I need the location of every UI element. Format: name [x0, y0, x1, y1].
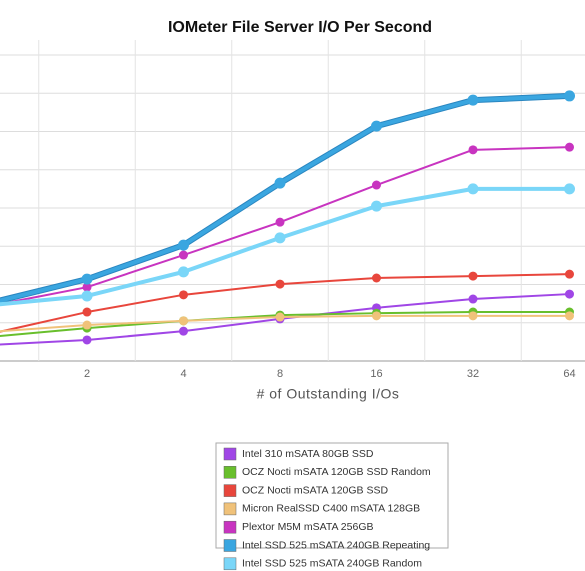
point: [565, 269, 574, 279]
legend-box: [215, 442, 449, 549]
x-tick-label: 2: [84, 368, 90, 380]
point: [564, 90, 575, 102]
point: [372, 273, 381, 283]
x-tick-label: 16: [370, 368, 382, 380]
point: [178, 266, 189, 278]
point: [179, 316, 188, 326]
point: [371, 120, 382, 132]
point: [179, 326, 188, 336]
x-tick-label: 32: [467, 368, 479, 380]
point: [371, 200, 382, 212]
point: [467, 94, 479, 106]
point: [178, 239, 189, 251]
x-axis-title: # of Outstanding I/Os: [257, 386, 400, 402]
point: [179, 250, 188, 260]
legend-label: Intel SSD 525 mSATA 240GB Repeating: [242, 539, 430, 551]
point: [275, 279, 285, 289]
point: [467, 183, 479, 195]
legend-swatch: [223, 539, 237, 552]
point: [468, 271, 478, 281]
point: [82, 282, 92, 292]
point: [565, 311, 574, 321]
chart-title: IOMeter File Server I/O Per Second: [168, 19, 432, 36]
point: [564, 183, 575, 195]
point: [275, 312, 285, 322]
point: [468, 294, 478, 304]
series-line: [0, 93, 570, 303]
legend-swatch: [223, 447, 237, 461]
legend-label: Plextor M5M mSATA 256GB: [242, 521, 374, 533]
point: [82, 335, 92, 345]
x-tick-label: 64: [563, 368, 575, 380]
legend-label: OCZ Nocti mSATA 120GB SSD Random: [242, 466, 431, 478]
legend-label: OCZ Nocti mSATA 120GB SSD: [242, 484, 388, 496]
point: [565, 289, 574, 299]
point: [468, 311, 478, 321]
legend-label: Micron RealSSD C400 mSATA 128GB: [242, 503, 420, 515]
series-line-outline: [0, 92, 570, 304]
legend-label: Intel 310 mSATA 80GB SSD: [242, 448, 374, 460]
point: [274, 177, 286, 189]
point: [275, 217, 285, 227]
point: [274, 232, 286, 244]
x-tick-label: 4: [180, 368, 186, 380]
x-tick-label: 8: [277, 368, 283, 380]
point: [82, 320, 92, 330]
point: [565, 142, 574, 152]
point: [81, 273, 93, 285]
point: [372, 311, 381, 321]
point: [179, 290, 188, 300]
point: [81, 290, 93, 302]
legend-swatch: [223, 520, 237, 534]
legend-swatch: [223, 484, 237, 497]
legend-swatch: [223, 466, 237, 479]
point: [468, 145, 478, 155]
point: [372, 180, 381, 190]
legend-swatch: [223, 502, 237, 516]
legend-swatch: [223, 557, 237, 571]
legend-label: Intel SSD 525 mSATA 240GB Random: [242, 558, 422, 570]
point: [82, 307, 92, 317]
